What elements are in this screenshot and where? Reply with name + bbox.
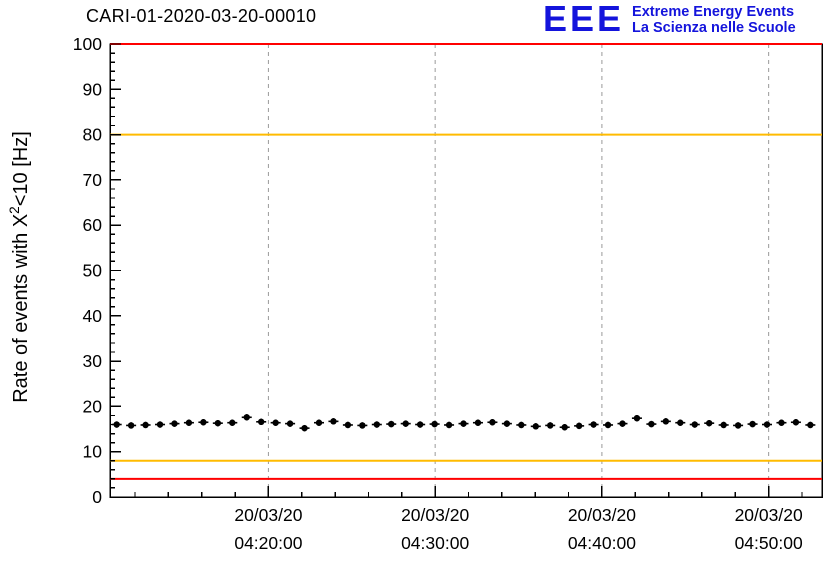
- y-tick-label: 80: [83, 125, 103, 145]
- data-point: [200, 419, 207, 426]
- data-point: [778, 419, 785, 426]
- data-point: [301, 424, 308, 432]
- eee-logo-acronym: EEE: [543, 0, 625, 39]
- axis-ticks: [110, 43, 803, 498]
- eee-logo-line2: La Scienza nelle Scuole: [632, 20, 796, 36]
- y-tick-label: 90: [83, 79, 103, 99]
- axis-labels: 0 10 20 30 40 50 60 70 80 90 100 20/03/20 04:20:00 20…: [73, 34, 803, 553]
- data-point: [691, 421, 698, 428]
- eee-logo-text: Extreme Energy Events La Scienza nelle S…: [632, 2, 796, 36]
- data-point: [547, 422, 554, 429]
- data-point: [127, 422, 135, 429]
- y-tick-label: 20: [83, 396, 103, 416]
- data-point: [272, 419, 279, 426]
- data-point: [662, 418, 670, 425]
- x-tick-label-time: 04:30:00: [401, 533, 469, 553]
- data-point: [257, 418, 265, 426]
- y-tick-label: 10: [83, 442, 103, 462]
- x-tick-label-time: 04:40:00: [568, 533, 636, 553]
- data-point: [561, 424, 568, 431]
- data-point: [648, 420, 655, 428]
- plot-frame: [109, 43, 823, 498]
- data-point: [474, 419, 482, 426]
- y-tick-label: 50: [83, 261, 103, 281]
- data-point: [590, 421, 597, 428]
- data-point: [113, 421, 120, 428]
- data-point: [792, 419, 800, 426]
- data-point: [720, 421, 727, 429]
- data-point: [633, 414, 641, 422]
- x-tick-label-date: 20/03/20: [401, 505, 469, 525]
- y-tick-label: 100: [73, 34, 102, 54]
- chart-title: CARI-01-2020-03-20-00010: [86, 6, 317, 26]
- data-point: [229, 419, 236, 426]
- y-tick-label: 30: [83, 351, 103, 371]
- x-tick-label-time: 04:20:00: [234, 533, 302, 553]
- data-point: [460, 420, 467, 427]
- data-point: [575, 422, 583, 430]
- data-point: [373, 421, 381, 428]
- data-point: [705, 419, 713, 427]
- y-tick-label: 60: [83, 215, 103, 235]
- x-tick-label-date: 20/03/20: [735, 505, 803, 525]
- data-point: [214, 419, 222, 427]
- data-point: [749, 420, 756, 428]
- data-point: [142, 421, 149, 429]
- data-point: [518, 421, 525, 429]
- eee-logo: EEE Extreme Energy Events La Scienza nel…: [543, 0, 796, 39]
- x-tick-label-date: 20/03/20: [234, 505, 302, 525]
- data-point: [734, 422, 742, 429]
- data-point: [315, 419, 323, 426]
- data-point: [503, 420, 511, 427]
- threshold-lines: [110, 43, 822, 480]
- frame-border: [109, 43, 823, 498]
- y-tick-label: 70: [83, 170, 103, 190]
- data-point: [416, 421, 424, 428]
- gridlines: [267, 44, 770, 497]
- data-point: [359, 422, 366, 429]
- data-point: [330, 418, 337, 425]
- data-point: [807, 421, 814, 429]
- data-point: [185, 419, 193, 426]
- y-tick-label: 40: [83, 306, 103, 326]
- data-point: [171, 420, 178, 427]
- x-tick-label-time: 04:50:00: [735, 533, 803, 553]
- data-point: [619, 420, 626, 427]
- data-point: [532, 423, 539, 430]
- data-point: [156, 421, 164, 428]
- data-point: [445, 421, 453, 429]
- data-point: [677, 419, 684, 426]
- data-point: [489, 419, 496, 426]
- y-tick-label: 0: [92, 487, 102, 507]
- eee-logo-line1: Extreme Energy Events: [632, 4, 795, 20]
- data-point: [286, 420, 294, 427]
- x-tick-label-date: 20/03/20: [568, 505, 636, 525]
- data-point: [344, 421, 352, 429]
- data-point: [388, 420, 395, 428]
- data-point: [604, 421, 612, 429]
- data-points: [111, 414, 816, 432]
- data-point: [243, 414, 250, 421]
- data-point: [431, 420, 438, 428]
- data-point: [402, 420, 409, 427]
- data-point: [763, 421, 771, 428]
